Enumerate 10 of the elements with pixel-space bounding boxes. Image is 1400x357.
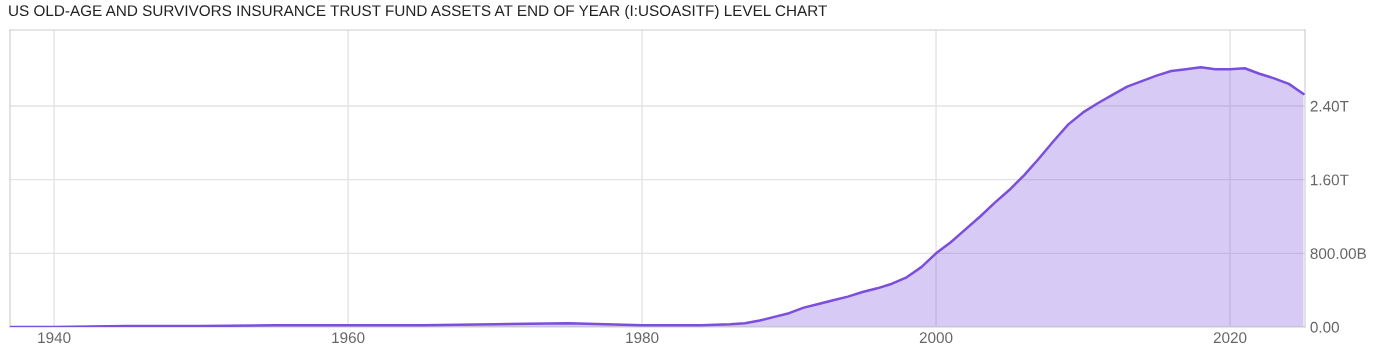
x-tick-label: 1980 bbox=[626, 332, 659, 344]
x-tick-label: 1940 bbox=[38, 332, 71, 344]
y-tick-label: 0.00 bbox=[1310, 321, 1339, 333]
x-tick-label: 1960 bbox=[332, 332, 365, 344]
x-tick-label: 2000 bbox=[919, 332, 953, 344]
chart-title: US OLD-AGE AND SURVIVORS INSURANCE TRUST FUND ASSETS AT END OF YEAR (I:USOASITF) LEVEL CHART bbox=[9, 4, 827, 20]
y-tick-label: 1.60T bbox=[1311, 174, 1349, 186]
y-tick-label: 800.00B bbox=[1310, 248, 1366, 260]
x-tick-label: 2020 bbox=[1213, 332, 1247, 344]
y-tick-label: 2.40T bbox=[1310, 100, 1349, 112]
